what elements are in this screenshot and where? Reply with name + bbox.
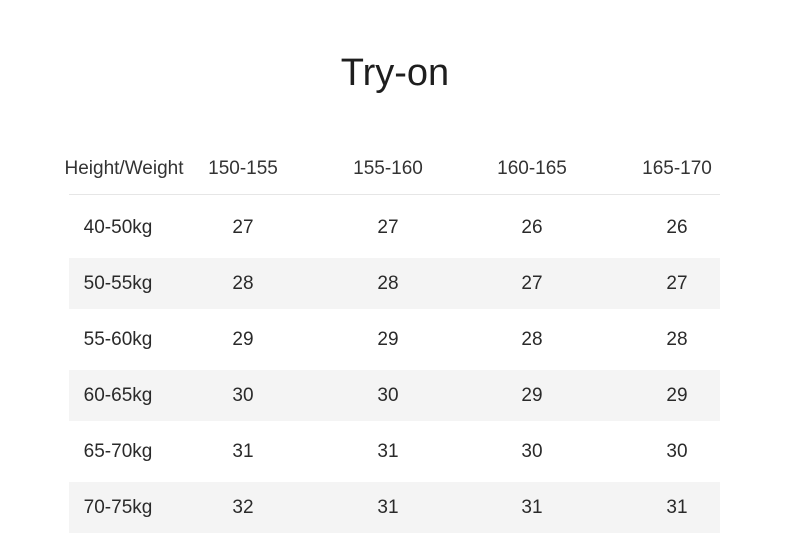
row-label: 70-75kg — [83, 496, 153, 518]
table-cell: 31 — [232, 440, 254, 462]
column-header: 155-160 — [353, 158, 423, 179]
page-title: Try-on — [340, 52, 450, 94]
table-cell: 29 — [377, 328, 399, 350]
table-row: 60-65kg 30 30 29 29 — [69, 370, 720, 421]
table-row: 50-55kg 28 28 27 27 — [69, 258, 720, 309]
table-cell: 27 — [521, 272, 543, 294]
table-cell: 28 — [521, 328, 543, 350]
column-header: 150-155 — [208, 158, 278, 179]
column-header: 160-165 — [497, 158, 567, 179]
table-cell: 29 — [232, 328, 254, 350]
row-label: 65-70kg — [83, 440, 153, 462]
table-cell: 27 — [232, 216, 254, 238]
table-cell: 27 — [377, 216, 399, 238]
header-divider — [69, 194, 720, 195]
table-cell: 26 — [666, 216, 688, 238]
table-cell: 29 — [521, 384, 543, 406]
table-cell: 31 — [666, 496, 688, 518]
table-cell: 27 — [666, 272, 688, 294]
table-row: 40-50kg 27 27 26 26 — [69, 202, 720, 253]
table-cell: 26 — [521, 216, 543, 238]
table-cell: 29 — [666, 384, 688, 406]
row-label: 60-65kg — [83, 384, 153, 406]
table-cell: 32 — [232, 496, 254, 518]
table-cell: 28 — [232, 272, 254, 294]
table-row: 55-60kg 29 29 28 28 — [69, 314, 720, 365]
table-cell: 30 — [666, 440, 688, 462]
header-height-weight: Height/Weight — [64, 158, 184, 179]
table-cell: 28 — [377, 272, 399, 294]
row-label: 40-50kg — [83, 216, 153, 238]
table-cell: 30 — [521, 440, 543, 462]
table-row: 70-75kg 32 31 31 31 — [69, 482, 720, 533]
column-header: 165-170 — [642, 158, 712, 179]
table-row: 65-70kg 31 31 30 30 — [69, 426, 720, 477]
table-cell: 31 — [521, 496, 543, 518]
table-cell: 31 — [377, 496, 399, 518]
row-label: 55-60kg — [83, 328, 153, 350]
table-cell: 30 — [377, 384, 399, 406]
table-cell: 31 — [377, 440, 399, 462]
row-label: 50-55kg — [83, 272, 153, 294]
table-cell: 30 — [232, 384, 254, 406]
table-cell: 28 — [666, 328, 688, 350]
